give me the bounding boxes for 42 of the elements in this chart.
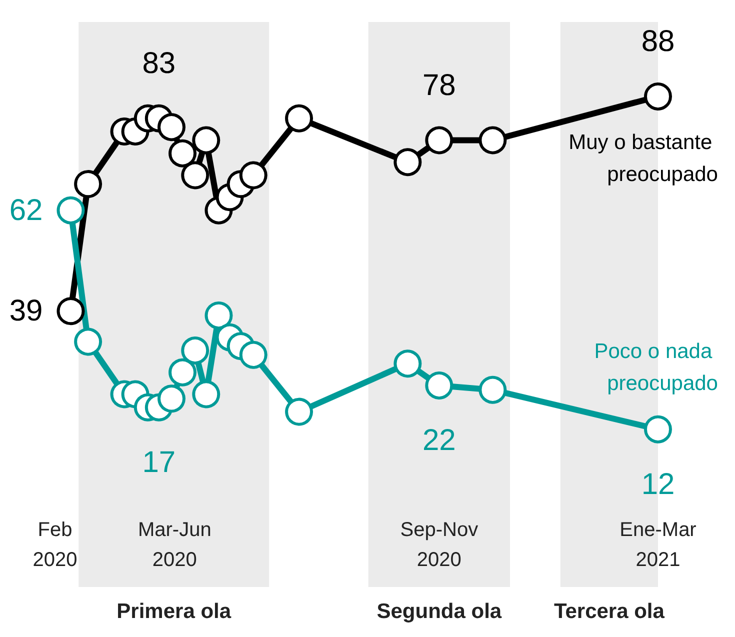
point	[56, 196, 85, 224]
data-label: 12	[641, 468, 675, 501]
point	[192, 126, 220, 154]
band-label: Tercera ola	[554, 600, 665, 623]
point	[192, 380, 220, 408]
point	[239, 340, 268, 369]
series-label: Muy o bastante preocupado	[568, 130, 718, 186]
point	[394, 148, 422, 176]
point	[239, 161, 268, 190]
point	[285, 398, 314, 426]
point	[285, 104, 314, 132]
data-label: 22	[422, 424, 456, 458]
band-label: Primera ola	[116, 600, 232, 623]
data-label: 78	[422, 68, 456, 102]
point	[181, 161, 210, 190]
data-label: 17	[142, 446, 176, 479]
point	[425, 372, 454, 400]
x-tick-label: Feb 2020	[32, 519, 78, 571]
x-tick-label: Sep-Nov 2020	[400, 519, 478, 571]
point	[394, 350, 422, 378]
point	[74, 328, 102, 356]
point	[478, 126, 507, 154]
x-tick-label: Ene-Mar 2021	[620, 519, 697, 571]
point	[181, 336, 210, 364]
data-label: 83	[142, 46, 176, 80]
point	[168, 358, 197, 386]
series-label: Poco o nada preocupado	[594, 340, 718, 395]
point	[158, 384, 186, 413]
x-tick-label: Mar-Jun 2020	[138, 519, 212, 571]
data-label: 62	[9, 194, 43, 227]
data-label: 88	[641, 24, 675, 58]
point	[644, 82, 672, 110]
point	[425, 126, 454, 154]
point	[478, 376, 507, 404]
point	[56, 297, 85, 326]
data-label: 39	[9, 294, 43, 328]
band-label: Segunda ola	[376, 600, 502, 623]
point	[168, 139, 197, 168]
point	[74, 170, 102, 198]
point	[204, 301, 233, 330]
point	[644, 415, 672, 444]
point	[158, 113, 186, 142]
